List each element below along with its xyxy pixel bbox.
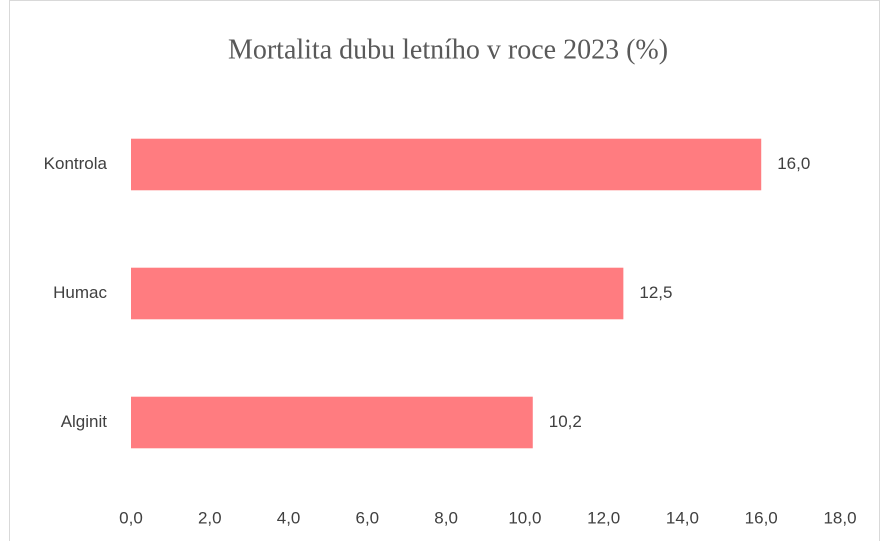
x-tick-label: 8,0 <box>434 508 458 527</box>
x-tick-label: 4,0 <box>277 508 301 527</box>
y-tick-label: Alginit <box>61 412 108 431</box>
y-tick-label: Humac <box>53 283 107 302</box>
x-tick-label: 12,0 <box>587 508 620 527</box>
x-tick-label: 16,0 <box>745 508 778 527</box>
bar <box>131 396 533 449</box>
x-tick-label: 10,0 <box>508 508 541 527</box>
x-tick-label: 18,0 <box>823 508 856 527</box>
bar <box>131 267 624 320</box>
data-label: 12,5 <box>639 283 672 302</box>
x-tick-label: 0,0 <box>119 508 143 527</box>
data-label: 16,0 <box>777 154 810 173</box>
y-tick-label: Kontrola <box>44 154 108 173</box>
chart-title: Mortalita dubu letního v roce 2023 (%) <box>228 34 668 65</box>
x-tick-label: 6,0 <box>356 508 380 527</box>
x-tick-label: 14,0 <box>666 508 699 527</box>
bar <box>131 138 762 191</box>
x-tick-label: 2,0 <box>198 508 222 527</box>
data-label: 10,2 <box>549 412 582 431</box>
